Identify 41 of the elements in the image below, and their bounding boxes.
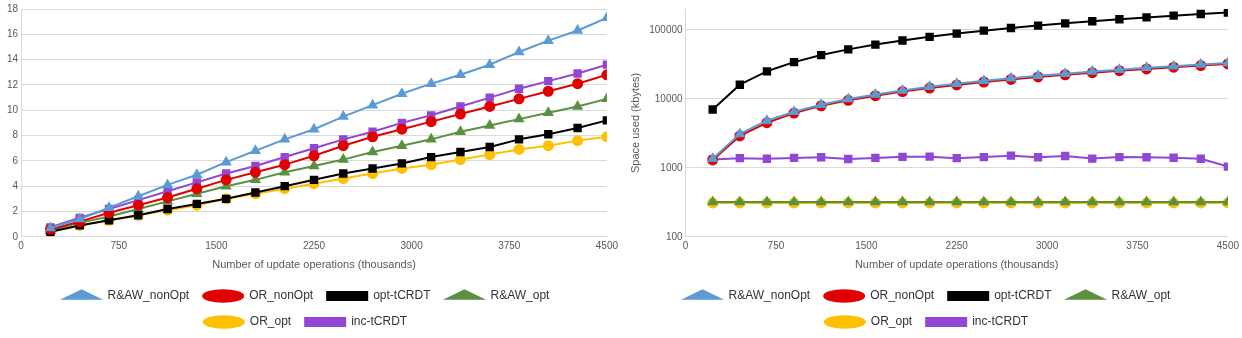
x-tick-label: 2250 [945, 239, 969, 251]
y-tick-label: 100 [665, 230, 683, 242]
y-tick-label: 16 [7, 28, 19, 40]
y-tick-label: 8 [12, 129, 19, 141]
legend-label: OR_opt [870, 314, 913, 329]
legend-label: inc-tCRDT [351, 314, 408, 329]
legend-label: R&AW_opt [1111, 288, 1172, 303]
legend-label: OR_opt [249, 314, 292, 329]
legend-label: opt-tCRDT [994, 288, 1053, 303]
legend-label: R&AW_nonOpt [728, 288, 811, 303]
x-axis-title: Number of update operations (thousands) [212, 258, 416, 271]
legend-label: R&AW_nonOpt [107, 288, 190, 303]
x-tick-label: 3000 [1035, 239, 1059, 251]
legend-label: OR_nonOpt [249, 288, 314, 303]
x-tick-label: 2250 [302, 239, 326, 251]
x-tick-label: 4500 [1216, 239, 1240, 251]
y-tick-label: 14 [7, 53, 19, 65]
y-tick-label: 0 [12, 230, 19, 242]
legend-label: inc-tCRDT [972, 314, 1029, 329]
y-axis-title: Space used (kbytes) [628, 72, 641, 174]
x-tick-label: 3000 [400, 239, 424, 251]
legend-label: R&AW_opt [490, 288, 551, 303]
y-tick-label: 100000 [649, 23, 683, 35]
x-tick-label: 3750 [498, 239, 521, 251]
y-tick-label: 6 [12, 154, 19, 166]
x-axis-title: Number of update operations (thousands) [854, 258, 1059, 271]
y-tick-label: 10000 [654, 92, 683, 104]
x-tick-label: 750 [767, 239, 785, 251]
x-tick-label: 4500 [595, 239, 619, 251]
x-tick-label: 1500 [205, 239, 228, 251]
y-tick-label: 4 [12, 179, 19, 191]
y-tick-label: 18 [7, 2, 19, 14]
x-tick-label: 750 [110, 239, 128, 251]
y-tick-label: 1000 [660, 161, 683, 173]
x-tick-label: 3750 [1126, 239, 1150, 251]
legend-label: opt-tCRDT [373, 288, 432, 303]
y-tick-label: 2 [12, 205, 19, 217]
y-tick-label: 12 [7, 78, 19, 90]
y-tick-label: 10 [7, 103, 19, 115]
x-tick-label: 1500 [855, 239, 878, 251]
legend-label: OR_nonOpt [870, 288, 935, 303]
